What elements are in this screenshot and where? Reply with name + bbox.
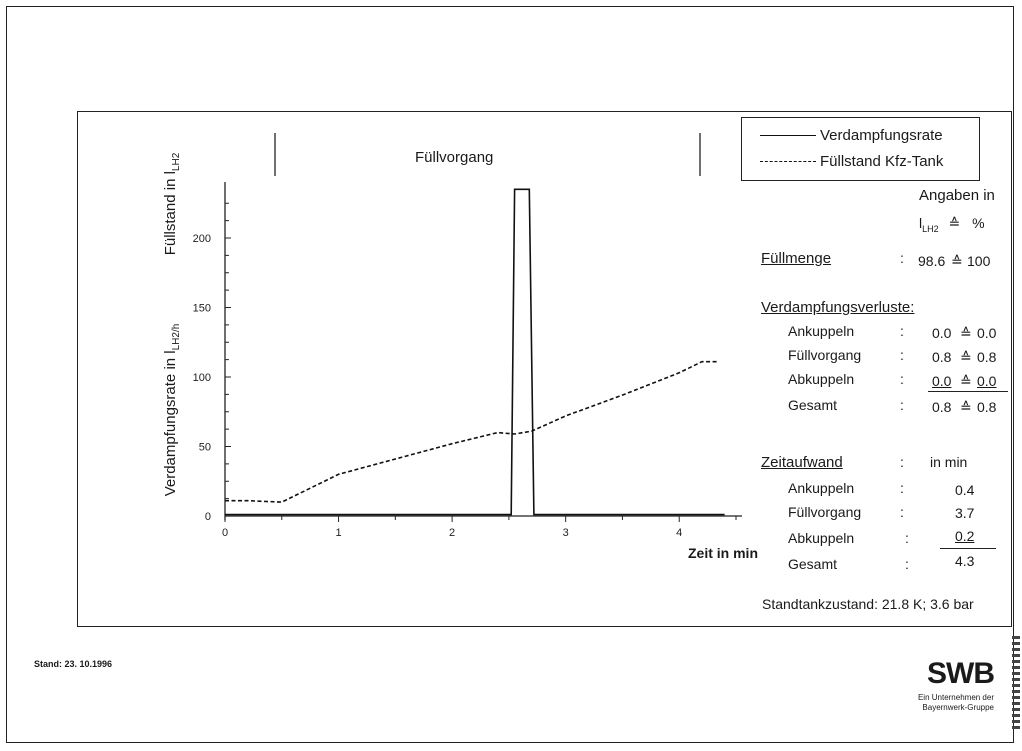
legend-item-verdampfungsrate: Verdampfungsrate (742, 124, 943, 146)
y-axis-title-outer-text: Verdampfungsrate in l (162, 350, 179, 497)
page-frame (6, 6, 1014, 743)
logo-stripes (1012, 636, 1020, 736)
zeit-row-colon: : (900, 504, 904, 520)
zeit-unit: in min (930, 454, 968, 470)
swb-logo: SWB Ein Unternehmen der Bayernwerk-Grupp… (893, 657, 1003, 719)
verluste-row-eq: ≙ (960, 349, 972, 365)
zeit-row-label: Ankuppeln (788, 480, 855, 496)
zeit-row-colon: : (905, 556, 909, 572)
fuellmenge-eq: ≙ (951, 253, 963, 269)
series-line-fuellstand (225, 360, 719, 503)
logo-text: SWB (927, 657, 995, 690)
zeit-sum-line (940, 548, 996, 549)
y-axis-title-inner-text: Füllstand in l (162, 171, 179, 256)
fuellmenge-value: 98.6 (918, 253, 946, 269)
verluste-row-colon: : (900, 397, 904, 413)
y-tick-label: 150 (193, 303, 211, 315)
zeit-colon: : (900, 454, 904, 470)
logo-sub-1: Ein Unternehmen der (917, 693, 994, 702)
y-tick-label: 200 (193, 233, 211, 245)
verluste-row-label: Füllvorgang (788, 347, 862, 363)
fuellmenge-label: Füllmenge (761, 250, 832, 267)
standtank-label: Standtankzustand: 21.8 K; 3.6 bar (762, 596, 974, 612)
zeit-row-value: 4.3 (955, 553, 975, 569)
chart-legend: Verdampfungsrate Füllstand Kfz-Tank (741, 117, 980, 181)
verluste-row-label: Gesamt (788, 397, 838, 413)
logo-sub-2: Bayernwerk-Gruppe (922, 703, 994, 712)
legend-dashed-line (760, 160, 816, 162)
phase-label: Füllvorgang (415, 149, 494, 166)
verluste-sum-line (928, 391, 1008, 392)
x-tick-label: 4 (676, 527, 682, 539)
verluste-row-pct: 0.0 (977, 373, 997, 389)
zeit-row-value: 3.7 (955, 505, 975, 521)
legend-label: Verdampfungsrate (820, 126, 943, 144)
zeit-row-label: Gesamt (788, 556, 838, 572)
zeit-row-label: Füllvorgang (788, 504, 862, 520)
series-line-verdampfungsrate (225, 188, 725, 516)
zeit-row-colon: : (900, 480, 904, 496)
verluste-row-eq: ≙ (960, 325, 972, 341)
verluste-row-colon: : (900, 371, 904, 387)
unit-eq: ≙ (948, 215, 961, 231)
unit-l: l (919, 215, 923, 231)
legend-item-fuellstand: Füllstand Kfz-Tank (742, 150, 943, 172)
chart-panel (77, 111, 1012, 627)
zeit-title: Zeitaufwand (761, 454, 843, 471)
unit-pct: % (972, 215, 985, 231)
verluste-row-eq: ≙ (960, 399, 972, 415)
y-axis-title-outer: Verdampfungsrate in lLH2/h (162, 324, 182, 497)
verluste-row-value: 0.8 (932, 399, 952, 415)
zeit-row-colon: : (905, 530, 909, 546)
unit-sub: LH2 (922, 223, 939, 234)
y-tick-label: 100 (193, 372, 211, 384)
verluste-row-eq: ≙ (960, 373, 972, 389)
verluste-row-value: 0.8 (932, 349, 952, 365)
y-tick-label: 0 (205, 511, 211, 523)
zeit-row-label: Abkuppeln (788, 530, 855, 546)
verluste-title: Verdampfungsverluste: (761, 299, 915, 316)
verluste-row-label: Abkuppeln (788, 371, 855, 387)
legend-solid-line (760, 134, 816, 136)
x-tick-label: 0 (222, 527, 228, 539)
verluste-row-colon: : (900, 323, 904, 339)
stand-date: Stand: 23. 10.1996 (34, 659, 113, 669)
verluste-row-label: Ankuppeln (788, 323, 855, 339)
angaben-label: Angaben in (919, 187, 995, 204)
x-tick-label: 3 (563, 527, 569, 539)
fuellmenge-pct: 100 (967, 253, 991, 269)
verluste-row-value: 0.0 (932, 373, 952, 389)
x-axis-title: Zeit in min (688, 545, 758, 561)
verluste-row-pct: 0.0 (977, 325, 997, 341)
verluste-row-value: 0.0 (932, 325, 952, 341)
y-axis-title-inner: Füllstand in lLH2 (162, 153, 182, 256)
y-tick-label: 50 (199, 442, 211, 454)
verluste-row-colon: : (900, 347, 904, 363)
unit-row: lLH2 ≙ % (919, 215, 985, 234)
verluste-row-pct: 0.8 (977, 399, 997, 415)
zeit-row-value: 0.2 (955, 528, 975, 544)
x-tick-label: 2 (449, 527, 455, 539)
legend-label: Füllstand Kfz-Tank (820, 152, 944, 170)
zeit-row-value: 0.4 (955, 482, 975, 498)
verluste-row-pct: 0.8 (977, 349, 997, 365)
y-axis-title-inner-unit: LH2 (171, 152, 182, 172)
y-axis-title-outer-unit: LH2/h (171, 323, 182, 351)
x-tick-label: 1 (335, 527, 341, 539)
fuellmenge-colon: : (900, 250, 904, 266)
